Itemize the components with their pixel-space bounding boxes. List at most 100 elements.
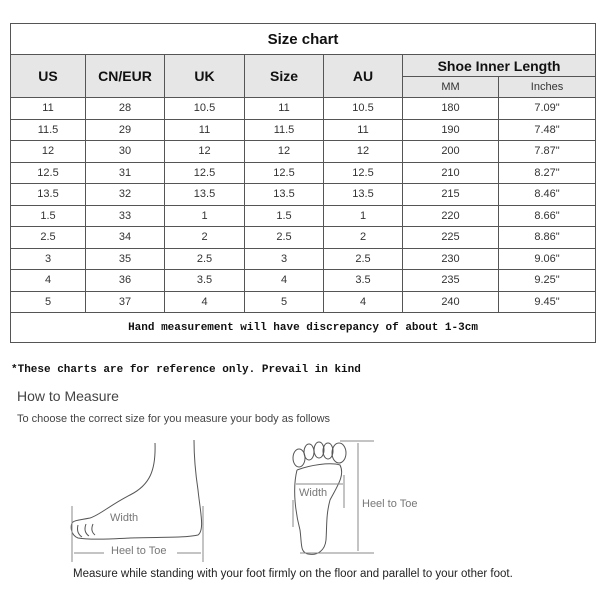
cell-size: 4 — [244, 269, 324, 292]
cell-inches: 7.48" — [497, 118, 597, 141]
cell-mm: 240 — [402, 290, 499, 313]
cell-size: 13.5 — [244, 183, 324, 206]
table-row: 4 36 3.5 4 3.5 235 9.25" — [10, 269, 597, 292]
cell-mm: 235 — [402, 269, 499, 292]
cell-au: 12 — [323, 140, 403, 163]
header-au: AU — [323, 54, 403, 98]
cell-size: 1.5 — [244, 204, 324, 227]
cell-au: 2 — [323, 226, 403, 249]
cell-size: 11 — [244, 97, 324, 120]
cell-au: 10.5 — [323, 97, 403, 120]
measurement-note: Hand measurement will have discrepancy o… — [9, 312, 597, 343]
cell-size: 12 — [244, 140, 324, 163]
cell-uk: 1 — [164, 204, 245, 227]
side-heel-to-toe-label: Heel to Toe — [111, 545, 166, 557]
side-foot-illustration — [70, 440, 204, 562]
table-row: 2.5 34 2 2.5 2 225 8.86" — [10, 226, 597, 249]
cell-inches: 8.27" — [497, 161, 597, 184]
cell-au: 1 — [323, 204, 403, 227]
cell-cn-eur: 30 — [85, 140, 165, 163]
table-body: 11 28 10.5 11 10.5 180 7.09" 11.5 29 11 11.5 11 190 7… — [10, 97, 597, 313]
cell-uk: 4 — [164, 290, 245, 313]
cell-us: 5 — [10, 290, 86, 313]
cell-us: 4 — [10, 269, 86, 292]
how-to-title: How to Measure — [17, 388, 119, 404]
header-us: US — [10, 54, 86, 98]
top-foot-illustration — [292, 440, 374, 555]
cell-us: 3 — [10, 247, 86, 270]
size-chart-table: Size chart US CN/EUR UK Size AU Shoe Inn… — [9, 23, 597, 343]
cell-mm: 215 — [402, 183, 499, 206]
cell-inches: 7.87" — [497, 140, 597, 163]
header-inches: Inches — [497, 76, 597, 98]
cell-cn-eur: 31 — [85, 161, 165, 184]
cell-size: 5 — [244, 290, 324, 313]
cell-uk: 3.5 — [164, 269, 245, 292]
cell-us: 13.5 — [10, 183, 86, 206]
cell-uk: 10.5 — [164, 97, 245, 120]
table-row: 11.5 29 11 11.5 11 190 7.48" — [10, 118, 597, 141]
header-mm: MM — [402, 76, 499, 98]
cell-us: 11.5 — [10, 118, 86, 141]
cell-inches: 9.06" — [497, 247, 597, 270]
table-row: 12.5 31 12.5 12.5 12.5 210 8.27" — [10, 161, 597, 184]
table-row: 1.5 33 1 1.5 1 220 8.66" — [10, 204, 597, 227]
cell-au: 2.5 — [323, 247, 403, 270]
cell-inches: 9.25" — [497, 269, 597, 292]
header-size: Size — [244, 54, 324, 98]
cell-au: 4 — [323, 290, 403, 313]
cell-uk: 13.5 — [164, 183, 245, 206]
table-row: 5 37 4 5 4 240 9.45" — [10, 290, 597, 313]
chart-title: Size chart — [9, 23, 597, 55]
cell-cn-eur: 33 — [85, 204, 165, 227]
cell-au: 13.5 — [323, 183, 403, 206]
header-uk: UK — [164, 54, 245, 98]
cell-mm: 210 — [402, 161, 499, 184]
cell-cn-eur: 28 — [85, 97, 165, 120]
cell-cn-eur: 32 — [85, 183, 165, 206]
cell-mm: 190 — [402, 118, 499, 141]
cell-mm: 180 — [402, 97, 499, 120]
cell-size: 2.5 — [244, 226, 324, 249]
cell-inches: 9.45" — [497, 290, 597, 313]
cell-au: 3.5 — [323, 269, 403, 292]
cell-mm: 225 — [402, 226, 499, 249]
top-width-label: Width — [299, 487, 327, 499]
cell-uk: 2.5 — [164, 247, 245, 270]
cell-size: 3 — [244, 247, 324, 270]
how-to-subtitle: To choose the correct size for you measu… — [17, 413, 331, 425]
side-width-label: Width — [110, 512, 138, 524]
cell-au: 12.5 — [323, 161, 403, 184]
cell-mm: 220 — [402, 204, 499, 227]
cell-inches: 8.66" — [497, 204, 597, 227]
header-cn-eur: CN/EUR — [85, 54, 165, 98]
reference-note: *These charts are for reference only. Pr… — [11, 364, 361, 376]
table-row: 3 35 2.5 3 2.5 230 9.06" — [10, 247, 597, 270]
cell-inches: 8.46" — [497, 183, 597, 206]
cell-cn-eur: 35 — [85, 247, 165, 270]
foot-diagrams: Width Heel to Toe Width Heel to Toe — [70, 440, 417, 562]
cell-inches: 7.09" — [497, 97, 597, 120]
cell-mm: 200 — [402, 140, 499, 163]
cell-us: 1.5 — [10, 204, 86, 227]
cell-uk: 12.5 — [164, 161, 245, 184]
table-row: 13.5 32 13.5 13.5 13.5 215 8.46" — [10, 183, 597, 206]
cell-cn-eur: 36 — [85, 269, 165, 292]
top-heel-to-toe-label: Heel to Toe — [362, 498, 417, 510]
table-row: 12 30 12 12 12 200 7.87" — [10, 140, 597, 163]
cell-uk: 2 — [164, 226, 245, 249]
cell-cn-eur: 34 — [85, 226, 165, 249]
cell-uk: 12 — [164, 140, 245, 163]
cell-us: 12.5 — [10, 161, 86, 184]
cell-inches: 8.86" — [497, 226, 597, 249]
cell-uk: 11 — [164, 118, 245, 141]
cell-size: 11.5 — [244, 118, 324, 141]
header-shoe-inner-length: Shoe Inner Length — [401, 54, 597, 77]
measure-instruction: Measure while standing with your foot fi… — [73, 568, 513, 580]
cell-cn-eur: 37 — [85, 290, 165, 313]
cell-au: 11 — [323, 118, 403, 141]
table-row: 11 28 10.5 11 10.5 180 7.09" — [10, 97, 597, 120]
cell-us: 11 — [10, 97, 86, 120]
cell-mm: 230 — [402, 247, 499, 270]
cell-us: 2.5 — [10, 226, 86, 249]
